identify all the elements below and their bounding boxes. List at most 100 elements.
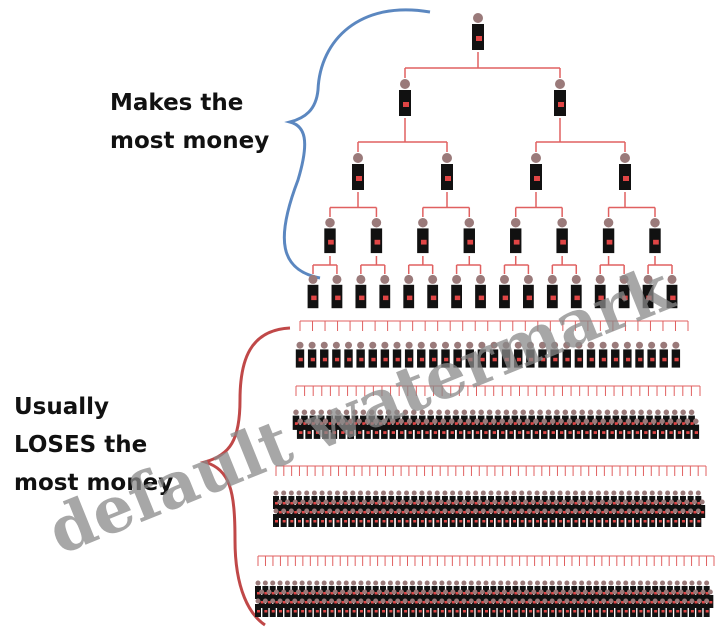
figure-head bbox=[491, 418, 497, 425]
figure-case bbox=[683, 592, 687, 595]
figure-head bbox=[434, 508, 440, 514]
figure-head bbox=[411, 409, 417, 416]
figure-head bbox=[288, 589, 294, 595]
figure-case bbox=[476, 36, 482, 41]
figure-case bbox=[466, 502, 470, 505]
figure-case bbox=[440, 592, 444, 595]
figure-case bbox=[359, 610, 363, 613]
figure-case bbox=[517, 431, 522, 434]
figure-case bbox=[681, 520, 685, 523]
figure-case bbox=[400, 601, 404, 604]
figure-case bbox=[668, 610, 672, 613]
figure-case bbox=[463, 422, 467, 425]
figure-head bbox=[684, 499, 690, 505]
figure-case bbox=[404, 422, 408, 425]
figure-case bbox=[404, 610, 408, 613]
figure-head bbox=[380, 274, 390, 284]
figure-head bbox=[571, 580, 577, 586]
figure-head bbox=[626, 490, 632, 496]
figure-head bbox=[281, 589, 287, 595]
figure-head bbox=[542, 580, 548, 586]
figure-head bbox=[560, 589, 566, 595]
figure-case bbox=[418, 592, 422, 595]
figure-head bbox=[503, 409, 510, 416]
figure-case bbox=[334, 357, 340, 362]
figure-case bbox=[536, 502, 540, 505]
figure-case bbox=[448, 610, 452, 613]
figure-head bbox=[332, 589, 338, 595]
figure-case bbox=[526, 295, 532, 301]
figure-head bbox=[523, 499, 529, 505]
figure-case bbox=[330, 610, 334, 613]
figure-case bbox=[513, 422, 518, 425]
figure-case bbox=[681, 502, 685, 505]
figure-head bbox=[603, 490, 609, 496]
figure-case bbox=[417, 511, 421, 514]
figure-case bbox=[639, 422, 644, 425]
figure-case bbox=[520, 520, 524, 523]
figure-head bbox=[409, 580, 415, 586]
figure-case bbox=[332, 431, 337, 434]
figure-case bbox=[635, 601, 639, 604]
figure-head bbox=[308, 341, 316, 349]
figure-case bbox=[278, 511, 282, 514]
figure-case bbox=[451, 601, 455, 604]
figure-head bbox=[575, 418, 581, 425]
figure-case bbox=[359, 502, 363, 505]
figure-case bbox=[501, 511, 505, 514]
figure-head bbox=[319, 490, 325, 496]
figure-head bbox=[465, 589, 471, 595]
figure-head bbox=[502, 341, 510, 349]
figure-head bbox=[474, 418, 480, 425]
figure-case bbox=[686, 431, 690, 434]
figure-head bbox=[534, 598, 540, 604]
figure-case bbox=[521, 592, 525, 595]
figure-head bbox=[520, 580, 526, 586]
figure-case bbox=[661, 592, 665, 595]
figure-head bbox=[604, 409, 611, 416]
figure-head bbox=[259, 589, 265, 595]
figure-head bbox=[674, 598, 680, 604]
figure-head bbox=[292, 499, 298, 505]
figure-head bbox=[354, 499, 360, 505]
figure-head bbox=[695, 490, 701, 496]
figure-head bbox=[510, 217, 521, 228]
figure-head bbox=[596, 409, 602, 416]
figure-head bbox=[288, 508, 294, 514]
figure-case bbox=[397, 502, 401, 505]
figure-head bbox=[319, 508, 325, 514]
figure-head bbox=[514, 341, 522, 349]
figure-head bbox=[684, 418, 691, 425]
figure-case bbox=[644, 431, 648, 434]
figure-case bbox=[534, 431, 539, 434]
figure-case bbox=[676, 592, 680, 595]
figure-head bbox=[636, 341, 643, 349]
figure-case bbox=[290, 520, 294, 523]
figure-head bbox=[452, 274, 462, 284]
figure-head bbox=[645, 598, 651, 604]
figure-head bbox=[419, 508, 425, 514]
figure-head bbox=[693, 589, 699, 595]
figure-case bbox=[305, 520, 309, 523]
figure-case bbox=[416, 431, 421, 434]
figure-head bbox=[512, 580, 518, 586]
figure-head bbox=[638, 499, 644, 505]
figure-case bbox=[390, 520, 394, 523]
figure-case bbox=[651, 502, 655, 505]
figure-head bbox=[428, 589, 434, 595]
figure-case bbox=[580, 610, 584, 613]
figure-case bbox=[520, 502, 524, 505]
figure-case bbox=[559, 520, 563, 523]
figure-head bbox=[615, 580, 621, 586]
figure-case bbox=[447, 511, 451, 514]
figure-case bbox=[574, 295, 580, 301]
figure-head bbox=[565, 490, 571, 496]
figure-head bbox=[699, 499, 705, 505]
figure-head bbox=[672, 409, 678, 416]
figure-case bbox=[482, 520, 486, 523]
figure-case bbox=[564, 422, 568, 425]
figure-head bbox=[538, 589, 544, 595]
figure-head bbox=[572, 490, 578, 496]
figure-head bbox=[404, 490, 410, 496]
figure-case bbox=[631, 422, 635, 425]
